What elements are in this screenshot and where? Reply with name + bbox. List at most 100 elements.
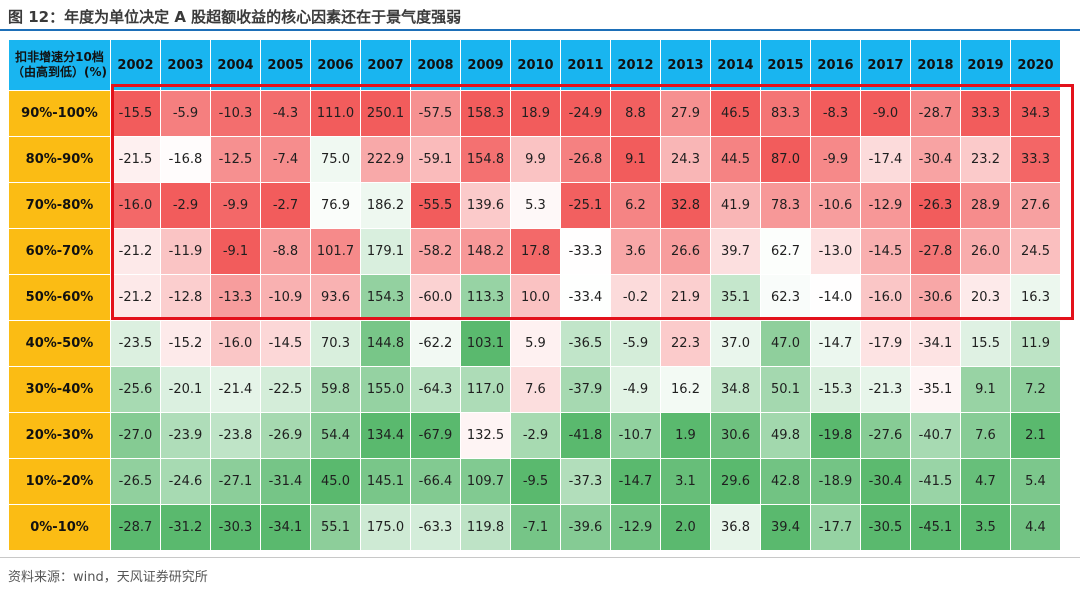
heatmap-cell: -55.5 — [410, 182, 461, 229]
heatmap-cell: 27.6 — [1010, 182, 1061, 229]
heatmap-cell: -9.5 — [510, 458, 561, 505]
heatmap-cell: -10.7 — [610, 412, 661, 459]
heatmap-cell: -8.8 — [260, 228, 311, 275]
heatmap-cell: 3.1 — [660, 458, 711, 505]
heatmap-cell: 113.3 — [460, 274, 511, 321]
heatmap-cell: -9.0 — [860, 90, 911, 137]
heatmap-cell: 145.1 — [360, 458, 411, 505]
heatmap-cell: 6.2 — [610, 182, 661, 229]
row-label: 50%-60% — [8, 274, 111, 321]
heatmap-cell: 39.7 — [710, 228, 761, 275]
heatmap-cell: 7.6 — [510, 366, 561, 413]
heatmap-cell: -14.0 — [810, 274, 861, 321]
heatmap-cell: -33.4 — [560, 274, 611, 321]
heatmap-cell: -13.0 — [810, 228, 861, 275]
year-header: 2007 — [360, 39, 411, 91]
heatmap-cell: 8.8 — [610, 90, 661, 137]
heatmap-cell: 62.3 — [760, 274, 811, 321]
heatmap-cell: -17.7 — [810, 504, 861, 551]
heatmap-cell: 33.3 — [1010, 136, 1061, 183]
year-header: 2018 — [910, 39, 961, 91]
year-header: 2006 — [310, 39, 361, 91]
heatmap-cell: -59.1 — [410, 136, 461, 183]
year-header: 2004 — [210, 39, 261, 91]
heatmap-cell: -21.2 — [110, 228, 161, 275]
heatmap-cell: -66.4 — [410, 458, 461, 505]
heatmap-cell: 148.2 — [460, 228, 511, 275]
heatmap-cell: -25.6 — [110, 366, 161, 413]
heatmap-cell: -9.9 — [810, 136, 861, 183]
heatmap-cell: -15.3 — [810, 366, 861, 413]
heatmap-cell: 158.3 — [460, 90, 511, 137]
year-header: 2002 — [110, 39, 161, 91]
heatmap-cell: 3.5 — [960, 504, 1011, 551]
heatmap-cell: 18.9 — [510, 90, 561, 137]
heatmap-cell: -30.6 — [910, 274, 961, 321]
heatmap-row: 80%-90% -21.5 -16.8 -12.5 -7.4 75.0 222.9 -59.1… — [8, 136, 1061, 183]
heatmap-cell: -10.3 — [210, 90, 261, 137]
heatmap-cell: -10.9 — [260, 274, 311, 321]
heatmap-cell: 103.1 — [460, 320, 511, 367]
heatmap-cell: -23.8 — [210, 412, 261, 459]
heatmap-cell: 26.0 — [960, 228, 1011, 275]
heatmap-cell: -63.3 — [410, 504, 461, 551]
heatmap-cell: 54.4 — [310, 412, 361, 459]
heatmap-row: 90%-100% -15.5 -5.9 -10.3 -4.3 111.0 250.1 -57.… — [8, 90, 1061, 137]
title-divider — [0, 29, 1080, 31]
heatmap-cell: -36.5 — [560, 320, 611, 367]
heatmap-cell: 186.2 — [360, 182, 411, 229]
heatmap-cell: 3.6 — [610, 228, 661, 275]
heatmap-cell: 222.9 — [360, 136, 411, 183]
heatmap-cell: 139.6 — [460, 182, 511, 229]
heatmap-cell: -12.5 — [210, 136, 261, 183]
heatmap-cell: 17.8 — [510, 228, 561, 275]
heatmap-cell: 35.1 — [710, 274, 761, 321]
year-header: 2008 — [410, 39, 461, 91]
heatmap-cell: -2.7 — [260, 182, 311, 229]
heatmap-cell: -12.9 — [860, 182, 911, 229]
heatmap-cell: -21.3 — [860, 366, 911, 413]
heatmap-cell: -12.8 — [160, 274, 211, 321]
heatmap-cell: 22.3 — [660, 320, 711, 367]
year-header: 2011 — [560, 39, 611, 91]
heatmap-cell: 2.0 — [660, 504, 711, 551]
heatmap-cell: -57.5 — [410, 90, 461, 137]
heatmap-cell: 4.4 — [1010, 504, 1061, 551]
heatmap-cell: -19.8 — [810, 412, 861, 459]
heatmap-cell: -8.3 — [810, 90, 861, 137]
heatmap-cell: -16.8 — [160, 136, 211, 183]
heatmap-cell: 45.0 — [310, 458, 361, 505]
heatmap-cell: -27.8 — [910, 228, 961, 275]
year-header: 2014 — [710, 39, 761, 91]
heatmap-cell: 154.8 — [460, 136, 511, 183]
heatmap-cell: 62.7 — [760, 228, 811, 275]
heatmap-cell: -26.3 — [910, 182, 961, 229]
heatmap-cell: -26.9 — [260, 412, 311, 459]
heatmap-cell: 27.9 — [660, 90, 711, 137]
heatmap-cell: -25.1 — [560, 182, 611, 229]
heatmap-cell: -27.1 — [210, 458, 261, 505]
heatmap-row: 0%-10% -28.7 -31.2 -30.3 -34.1 55.1 175.0 -63.3… — [8, 504, 1061, 551]
heatmap-cell: 32.8 — [660, 182, 711, 229]
heatmap-cell: -5.9 — [610, 320, 661, 367]
heatmap-cell: -20.1 — [160, 366, 211, 413]
heatmap-cell: -9.1 — [210, 228, 261, 275]
row-label: 90%-100% — [8, 90, 111, 137]
heatmap-cell: 154.3 — [360, 274, 411, 321]
heatmap-cell: 41.9 — [710, 182, 761, 229]
heatmap-cell: 155.0 — [360, 366, 411, 413]
year-header: 2009 — [460, 39, 511, 91]
heatmap-cell: 9.1 — [610, 136, 661, 183]
heatmap-cell: 26.6 — [660, 228, 711, 275]
heatmap-cell: -24.6 — [160, 458, 211, 505]
heatmap-cell: 34.3 — [1010, 90, 1061, 137]
year-header: 2015 — [760, 39, 811, 91]
heatmap-row: 10%-20% -26.5 -24.6 -27.1 -31.4 45.0 145.1 -66.… — [8, 458, 1061, 505]
heatmap-cell: -14.7 — [610, 458, 661, 505]
year-header: 2019 — [960, 39, 1011, 91]
heatmap-cell: 46.5 — [710, 90, 761, 137]
heatmap-cell: -24.9 — [560, 90, 611, 137]
heatmap-cell: -30.3 — [210, 504, 261, 551]
row-label: 80%-90% — [8, 136, 111, 183]
heatmap-cell: -22.5 — [260, 366, 311, 413]
